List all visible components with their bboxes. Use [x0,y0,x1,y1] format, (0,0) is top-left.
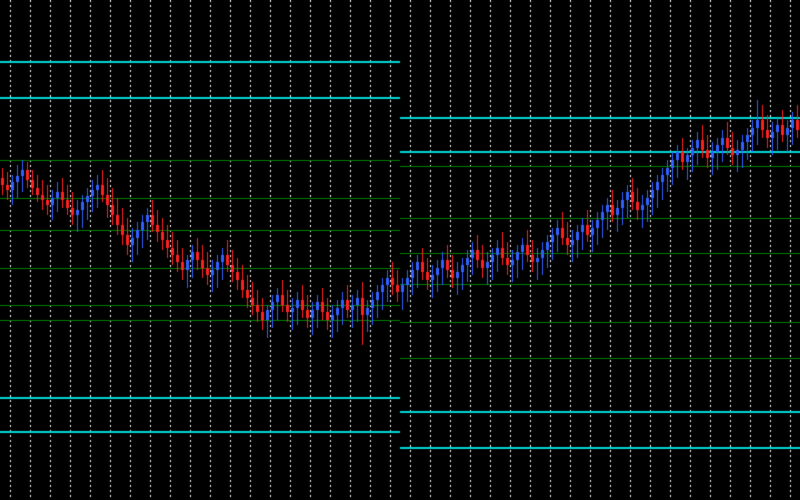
price-chart [0,0,800,500]
